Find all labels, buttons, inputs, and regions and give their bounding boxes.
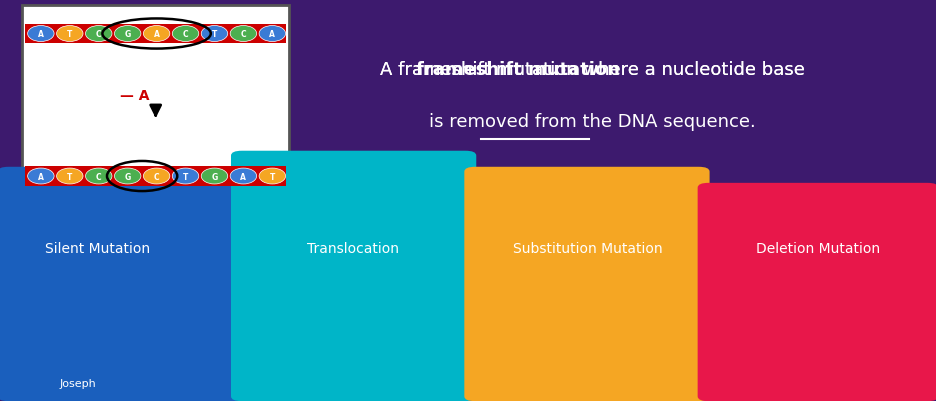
Text: — A: — A [120,89,149,103]
Text: A: A [154,30,159,39]
Ellipse shape [201,169,227,184]
FancyBboxPatch shape [231,151,476,401]
Text: A frameshift mutation where a nucleotide base: A frameshift mutation where a nucleotide… [380,61,804,79]
Ellipse shape [114,26,141,43]
Text: C: C [241,30,246,39]
FancyBboxPatch shape [22,6,289,208]
FancyBboxPatch shape [25,167,286,186]
Text: T: T [183,172,188,181]
Ellipse shape [172,26,198,43]
FancyBboxPatch shape [0,167,243,401]
Ellipse shape [259,26,285,43]
Text: G: G [124,172,131,181]
Ellipse shape [85,26,112,43]
Ellipse shape [230,169,256,184]
Text: T: T [67,172,72,181]
Ellipse shape [28,169,54,184]
Text: is removed from the DNA sequence.: is removed from the DNA sequence. [429,113,755,131]
Text: Substitution Mutation: Substitution Mutation [513,241,663,255]
Ellipse shape [230,26,256,43]
Text: G: G [212,172,217,181]
FancyBboxPatch shape [25,25,286,44]
Text: C: C [95,30,101,39]
Text: Silent Mutation: Silent Mutation [46,241,151,255]
Text: Deletion Mutation: Deletion Mutation [756,241,880,255]
Ellipse shape [56,169,83,184]
Ellipse shape [143,26,169,43]
Text: frameshift mutation: frameshift mutation [417,61,621,79]
Text: C: C [95,172,101,181]
Text: Joseph: Joseph [59,379,96,389]
Text: C: C [183,30,188,39]
Ellipse shape [143,169,169,184]
Ellipse shape [201,26,227,43]
Text: A: A [38,172,44,181]
FancyBboxPatch shape [464,167,709,401]
Text: A: A [38,30,44,39]
Text: T: T [212,30,217,39]
Text: T: T [67,30,72,39]
FancyBboxPatch shape [697,183,936,401]
Ellipse shape [172,169,198,184]
Ellipse shape [28,26,54,43]
Text: A ⁠: A ⁠ [578,61,607,79]
Text: A: A [270,30,275,39]
Text: A: A [241,172,246,181]
Text: C: C [154,172,159,181]
Ellipse shape [114,169,141,184]
Ellipse shape [85,169,112,184]
Text: G: G [124,30,131,39]
Text: Translocation: Translocation [307,241,399,255]
Ellipse shape [259,169,285,184]
Text: T: T [270,172,275,181]
Ellipse shape [56,26,83,43]
Text: A frameshift mutation where a nucleotide base: A frameshift mutation where a nucleotide… [380,61,804,79]
